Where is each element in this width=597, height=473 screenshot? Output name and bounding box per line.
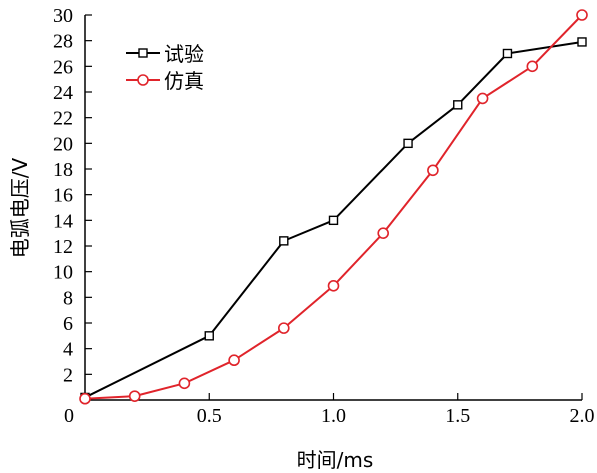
series-1: [80, 37, 587, 403]
series-2-point: [79, 392, 91, 405]
y-tick-label: 28: [53, 31, 73, 53]
series-1-point: [502, 48, 513, 59]
y-tick-label: 6: [63, 313, 73, 335]
y-tick-label: 14: [53, 210, 73, 232]
series-2-point: [128, 390, 141, 402]
y-tick-label: 24: [53, 82, 73, 104]
x-tick-label: 1.0: [321, 405, 346, 427]
y-tick-label: 10: [53, 262, 73, 284]
y-tick-label: 2: [63, 364, 73, 386]
x-tick-label: 1.5: [445, 405, 470, 427]
series-2-point: [277, 322, 290, 334]
series-1-point: [204, 331, 214, 341]
series-1-point: [328, 215, 339, 226]
series-2-point: [526, 60, 539, 73]
y-tick-label: 30: [53, 5, 73, 27]
series-2-point: [476, 92, 489, 105]
y-tick-label: 20: [53, 133, 73, 155]
series-layer: [79, 9, 588, 405]
series-2-point: [178, 377, 191, 390]
y-tick-label: 18: [53, 159, 73, 181]
y-tick-label: 8: [63, 287, 73, 309]
series-2-point: [427, 164, 439, 177]
series-2-point: [327, 279, 340, 292]
legend-label-series-1: 试验: [164, 42, 204, 66]
legend-marker-series-2: [137, 74, 149, 86]
series-1-point: [453, 100, 463, 110]
legend-label-series-2: 仿真: [164, 69, 204, 93]
x-tick-label: 0: [64, 405, 74, 427]
y-tick-label: 22: [53, 108, 73, 130]
y-tick-label: 12: [53, 236, 73, 258]
series-2-line: [84, 14, 583, 400]
legend-marker-series-1: [138, 48, 148, 58]
legend: 试验 仿真: [126, 42, 204, 93]
axes: [84, 15, 582, 401]
series-1-point: [577, 37, 587, 47]
series-2-point: [576, 9, 588, 21]
y-tick-label: 4: [63, 339, 73, 361]
x-tick-label: 2.0: [570, 405, 595, 427]
series-1-point: [279, 236, 289, 246]
y-tick-label: 26: [53, 56, 73, 78]
x-tick-label: 0.5: [197, 405, 222, 427]
y-tick-label: 16: [53, 185, 73, 207]
series-1-line: [84, 40, 583, 399]
series-2: [79, 9, 588, 405]
series-2-point: [228, 354, 240, 367]
x-axis-label: 时间/ms: [297, 448, 374, 472]
y-axis-label: 电弧电压/V: [8, 157, 32, 258]
series-1-point: [403, 138, 413, 149]
series-2-point: [377, 227, 390, 239]
